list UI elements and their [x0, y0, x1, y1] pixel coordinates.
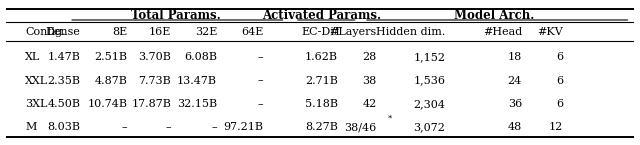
- Text: 48: 48: [508, 123, 522, 133]
- Text: 3.70B: 3.70B: [138, 52, 172, 62]
- Text: 6: 6: [556, 99, 563, 109]
- Text: 1.62B: 1.62B: [305, 52, 338, 62]
- Text: 1.47B: 1.47B: [47, 52, 81, 62]
- Text: 2.35B: 2.35B: [47, 76, 81, 86]
- Text: 3XL: 3XL: [25, 99, 47, 109]
- Text: 32E: 32E: [195, 27, 217, 37]
- Text: –: –: [166, 123, 172, 133]
- Text: 6: 6: [556, 52, 563, 62]
- Text: 6: 6: [556, 76, 563, 86]
- Text: –: –: [258, 99, 264, 109]
- Text: –: –: [122, 123, 127, 133]
- Text: 8.27B: 8.27B: [305, 123, 338, 133]
- Text: 8.03B: 8.03B: [47, 123, 81, 133]
- Text: #Head: #Head: [483, 27, 522, 37]
- Text: 97.21B: 97.21B: [223, 123, 264, 133]
- Text: 10.74B: 10.74B: [88, 99, 127, 109]
- Text: 12: 12: [549, 123, 563, 133]
- Text: Hidden dim.: Hidden dim.: [376, 27, 445, 37]
- Text: *: *: [388, 115, 392, 123]
- Text: #Layers: #Layers: [329, 27, 376, 37]
- Text: 13.47B: 13.47B: [177, 76, 217, 86]
- Text: Dense: Dense: [45, 27, 81, 37]
- Text: 42: 42: [362, 99, 376, 109]
- Text: 4.87B: 4.87B: [95, 76, 127, 86]
- Text: 1,536: 1,536: [413, 76, 445, 86]
- Text: 38: 38: [362, 76, 376, 86]
- Text: 3,072: 3,072: [413, 123, 445, 133]
- Text: #KV: #KV: [538, 27, 563, 37]
- Text: Activated Params.: Activated Params.: [262, 9, 381, 22]
- Text: 16E: 16E: [149, 27, 172, 37]
- Text: 32.15B: 32.15B: [177, 99, 217, 109]
- Text: 7.73B: 7.73B: [139, 76, 172, 86]
- Text: Total Params.: Total Params.: [131, 9, 221, 22]
- Text: 6.08B: 6.08B: [184, 52, 217, 62]
- Text: 5.18B: 5.18B: [305, 99, 338, 109]
- Text: 36: 36: [508, 99, 522, 109]
- Text: 8E: 8E: [112, 27, 127, 37]
- Text: 24: 24: [508, 76, 522, 86]
- Text: 18: 18: [508, 52, 522, 62]
- Text: EC-DiT: EC-DiT: [301, 27, 341, 37]
- Text: –: –: [211, 123, 217, 133]
- Text: M: M: [25, 123, 36, 133]
- Text: –: –: [258, 52, 264, 62]
- Text: 1,152: 1,152: [413, 52, 445, 62]
- Text: 4.50B: 4.50B: [47, 99, 81, 109]
- Text: XXL: XXL: [25, 76, 49, 86]
- Text: 64E: 64E: [241, 27, 264, 37]
- Text: –: –: [258, 76, 264, 86]
- Text: XL: XL: [25, 52, 40, 62]
- Text: 38/46: 38/46: [344, 123, 376, 133]
- Text: Model Arch.: Model Arch.: [454, 9, 534, 22]
- Text: 28: 28: [362, 52, 376, 62]
- Text: 2.71B: 2.71B: [305, 76, 338, 86]
- Text: 17.87B: 17.87B: [131, 99, 172, 109]
- Text: 2,304: 2,304: [413, 99, 445, 109]
- Text: 2.51B: 2.51B: [95, 52, 127, 62]
- Text: Config.: Config.: [25, 27, 66, 37]
